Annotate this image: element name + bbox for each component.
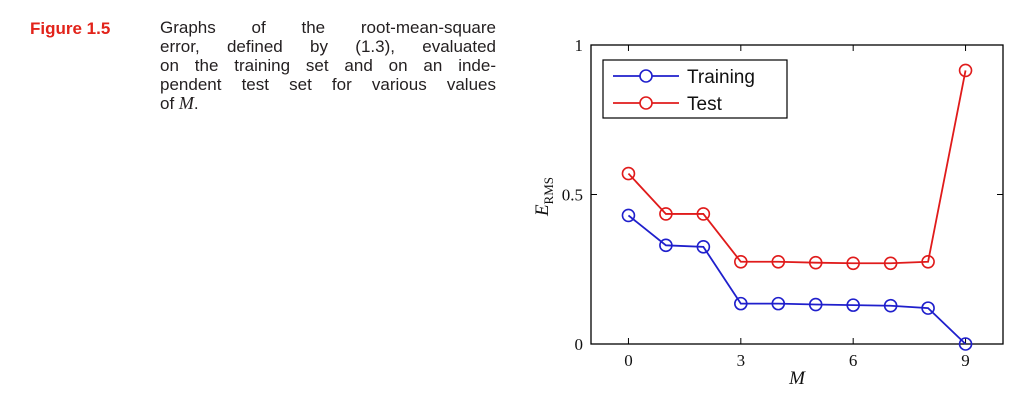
training-point-5 [808, 297, 823, 312]
test-point-8 [921, 254, 935, 269]
y-axis-label-subscript: RMS [541, 177, 556, 204]
test-point-5 [808, 255, 823, 270]
legend-box [602, 59, 788, 119]
x-tick-label-9: 9 [961, 351, 970, 370]
caption-line-2: error, defined by (1.3), evaluated [160, 37, 496, 56]
chart-legend: Training Test [602, 59, 788, 119]
training-point-0 [621, 208, 636, 223]
test-point-1 [659, 207, 673, 221]
training-point-1 [659, 238, 673, 253]
series-layer [621, 63, 973, 351]
test-point-0 [621, 166, 636, 181]
x-tick-label-6: 6 [849, 351, 858, 370]
y-axis-label-main: E [532, 204, 553, 217]
training-point-2 [696, 240, 711, 254]
training-point-7 [883, 298, 898, 313]
legend-test-marker [639, 96, 653, 110]
training-point-9 [958, 337, 973, 351]
test-point-9 [958, 63, 973, 78]
figure-caption: Graphs of the root-mean-square error, de… [160, 18, 496, 113]
caption-line-3: on the training set and on an inde- [160, 56, 496, 75]
caption-last-prefix: of [160, 94, 179, 113]
caption-variable-m: M [178, 93, 194, 113]
training-point-4 [771, 296, 786, 311]
legend-training-label: Training [687, 67, 755, 88]
legend-test-label: Test [687, 94, 723, 115]
caption-line-5: of M. [160, 93, 496, 114]
legend-training-marker [639, 69, 653, 83]
x-tick-label-3: 3 [737, 351, 746, 370]
caption-last-suffix: . [193, 94, 199, 113]
training-point-8 [921, 301, 935, 315]
test-point-7 [883, 256, 898, 271]
caption-line-1: Graphs of the root-mean-square [160, 18, 496, 37]
caption-line-4: pendent test set for various values [160, 75, 496, 94]
axes-layer: 0 3 6 9 0 0.5 1 [562, 36, 1004, 370]
y-tick-label-1: 1 [575, 36, 584, 55]
y-axis-label: ERMS [532, 177, 556, 217]
y-tick-label-0.5: 0.5 [562, 186, 583, 205]
test-point-3 [734, 254, 748, 269]
figure-label: Figure 1.5 [30, 19, 111, 38]
y-tick-label-0: 0 [575, 335, 584, 354]
test-point-6 [846, 256, 860, 271]
x-tick-label-0: 0 [624, 351, 633, 370]
test-point-2 [696, 207, 711, 221]
x-axis-label: M [788, 368, 806, 389]
training-point-6 [846, 298, 860, 312]
test-series-line [627, 70, 967, 265]
test-point-4 [771, 254, 786, 269]
training-point-3 [734, 296, 748, 311]
training-series-line [627, 214, 967, 345]
